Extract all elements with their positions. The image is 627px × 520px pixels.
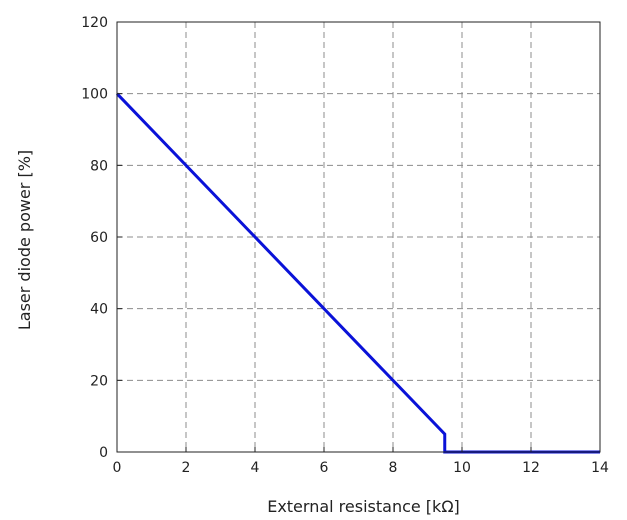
x-axis-title: External resistance [kΩ] (267, 497, 460, 516)
series-line (115, 92, 600, 454)
x-tick-label: 4 (251, 460, 260, 476)
x-tick-label: 12 (522, 460, 540, 476)
x-tick-label: 6 (320, 460, 329, 476)
x-tick-label: 14 (591, 460, 609, 476)
x-tick-label: 2 (182, 460, 191, 476)
y-tick-label: 20 (90, 373, 108, 389)
grid (117, 22, 600, 452)
y-tick-label: 100 (81, 87, 108, 103)
y-tick-label: 40 (90, 302, 108, 318)
x-tick-label: 8 (389, 460, 398, 476)
ticks: 0 2 4 6 8 10 12 14 0 20 40 60 80 100 120 (81, 15, 609, 476)
y-axis-title: Laser diode power [%] (15, 150, 34, 330)
y-tick-label: 80 (90, 158, 108, 174)
x-tick-label: 10 (453, 460, 471, 476)
x-tick-label: 0 (113, 460, 122, 476)
y-tick-label: 0 (99, 445, 108, 461)
y-tick-label: 60 (90, 230, 108, 246)
y-tick-label: 120 (81, 15, 108, 31)
series-layer (115, 92, 600, 454)
